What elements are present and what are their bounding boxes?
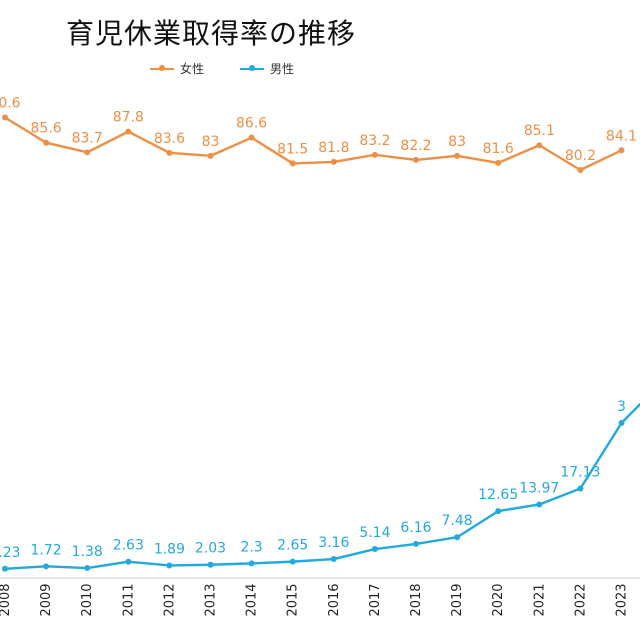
x-tick-label: 2017 <box>368 583 383 616</box>
data-label-male: 2.65 <box>277 538 308 554</box>
point-female <box>125 128 132 135</box>
point-male <box>125 558 132 565</box>
chart-title: 育児休業取得率の推移 <box>66 17 357 50</box>
x-tick-label: 2012 <box>162 583 177 616</box>
data-label-male: 17.13 <box>560 464 600 480</box>
data-label-male: 5.14 <box>359 525 390 541</box>
x-tick-label: 2018 <box>409 583 424 616</box>
data-label-male: 1.23 <box>0 545 21 561</box>
data-label-male: 2.63 <box>113 538 144 554</box>
point-male <box>248 560 255 567</box>
point-female <box>454 152 461 159</box>
legend: 女性 男性 <box>150 60 294 77</box>
x-tick-label: 2015 <box>286 583 301 616</box>
x-tick-label: 2016 <box>327 583 342 616</box>
point-female <box>371 151 378 158</box>
data-label-male: 6.16 <box>400 520 431 536</box>
point-male <box>43 563 50 570</box>
x-tick-label: 2023 <box>615 583 630 616</box>
data-label-female: 85.6 <box>31 121 62 137</box>
data-label-male: 1.38 <box>72 544 103 560</box>
point-female <box>2 114 8 121</box>
data-label-male: 7.48 <box>442 513 473 529</box>
x-tick-label: 2019 <box>450 583 465 616</box>
data-label-male: 1.72 <box>31 542 62 558</box>
x-tick-label: 2009 <box>39 583 54 616</box>
data-label-female: 83.2 <box>359 133 390 149</box>
data-label-male: 3 <box>617 399 626 415</box>
data-label-male: 12.65 <box>478 487 518 503</box>
point-female <box>84 149 91 156</box>
point-male <box>330 556 337 563</box>
point-female <box>577 166 584 173</box>
point-male <box>495 508 502 515</box>
point-male <box>207 561 214 568</box>
point-male <box>454 534 461 541</box>
legend-swatch-male <box>240 64 265 71</box>
data-label-female: 83 <box>202 134 220 150</box>
data-label-female: 83.7 <box>72 130 103 146</box>
point-female <box>413 156 419 163</box>
series-line-female <box>4 116 623 172</box>
legend-label-female: 女性 <box>180 62 205 76</box>
data-label-male: 13.97 <box>519 480 559 496</box>
legend-swatch-female <box>150 64 174 71</box>
data-label-male: 1.89 <box>154 541 185 557</box>
point-male <box>413 540 419 547</box>
data-label-male: 2.03 <box>195 541 226 557</box>
legend-item-female: 女性 <box>150 60 204 77</box>
point-male <box>84 565 91 572</box>
point-female <box>618 147 625 154</box>
data-label-female: 84.1 <box>606 128 637 144</box>
data-label-female: 81.5 <box>277 141 308 157</box>
x-tick-label: 2021 <box>532 583 547 616</box>
point-female <box>207 152 214 159</box>
x-tick-label: 2020 <box>491 583 506 616</box>
data-label-female: 83 <box>448 134 466 150</box>
data-label-male: 3.16 <box>318 535 349 551</box>
data-label-female: 87.8 <box>113 110 144 126</box>
point-female <box>43 139 50 146</box>
legend-item-male: 男性 <box>240 60 294 77</box>
data-label-male: 2.3 <box>240 539 262 555</box>
x-tick-label: 2011 <box>121 583 136 616</box>
x-tick-label: 2014 <box>245 583 260 616</box>
x-tick-label: 2022 <box>573 583 588 616</box>
x-tick-label: 2010 <box>80 583 95 616</box>
point-male <box>371 546 378 553</box>
point-female <box>495 159 502 166</box>
point-female <box>289 160 296 167</box>
point-male <box>166 562 173 569</box>
x-tick-label: 2013 <box>204 583 219 616</box>
data-label-female: 80.2 <box>565 148 596 164</box>
data-label-female: 82.2 <box>400 138 431 154</box>
data-label-female: 85.1 <box>524 123 555 139</box>
point-male <box>2 565 8 572</box>
point-male <box>289 558 296 565</box>
point-female <box>536 142 543 149</box>
point-male <box>536 501 543 508</box>
data-label-female: 83.6 <box>154 131 185 147</box>
point-female <box>330 158 337 165</box>
point-male <box>577 485 584 492</box>
point-female <box>166 149 173 156</box>
data-label-female: 81.6 <box>483 141 514 157</box>
data-label-female: 81.8 <box>318 140 349 156</box>
legend-label-male: 男性 <box>270 62 295 76</box>
data-label-female: 86.6 <box>236 116 267 132</box>
x-tick-label: 2008 <box>0 583 13 616</box>
data-label-female: 90.6 <box>0 95 21 111</box>
point-female <box>248 134 255 141</box>
point-male <box>618 419 625 426</box>
